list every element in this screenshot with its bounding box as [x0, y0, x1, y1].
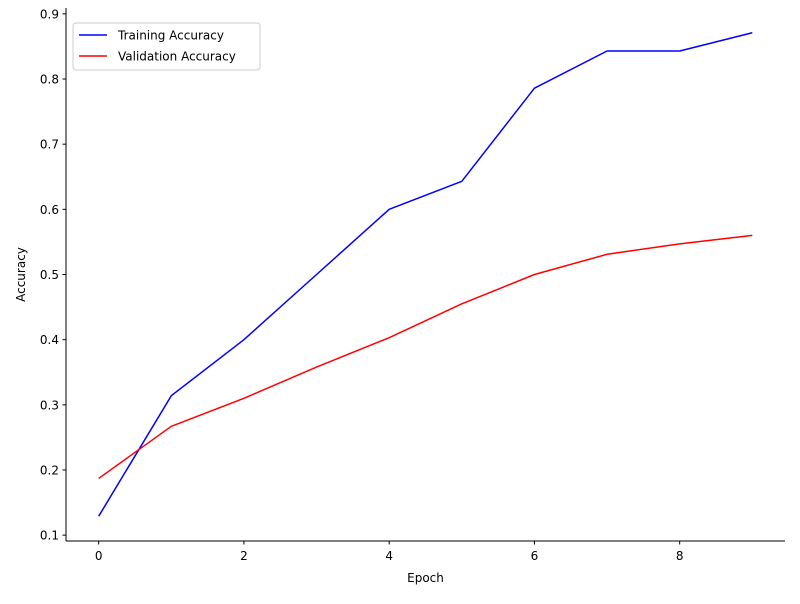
x-tick-label: 0: [95, 549, 103, 563]
x-tick-label: 4: [385, 549, 393, 563]
y-tick-label: 0.2: [40, 463, 59, 477]
series-line-training-accuracy: [98, 32, 753, 517]
x-tick-label: 8: [676, 549, 684, 563]
legend-label: Training Accuracy: [117, 29, 224, 43]
y-tick-label: 0.8: [40, 73, 59, 87]
series-layer: [98, 32, 753, 517]
legend-frame: [72, 22, 261, 71]
y-tick-label: 0.9: [40, 7, 59, 21]
y-axis-title: Accuracy: [14, 247, 28, 302]
y-tick-label: 0.3: [40, 398, 59, 412]
labels-layer: 0 2 4 6 8 0.1 0.2 0.3 0.4 0.5 0.6 0.7 0.8 0.9 Epoch Acc…: [14, 7, 684, 585]
legend: Training Accuracy Validation Accuracy: [72, 22, 261, 71]
legend-label: Validation Accuracy: [118, 50, 236, 64]
x-tick-label: 6: [531, 549, 539, 563]
y-tick-label: 0.5: [40, 268, 59, 282]
y-tick-label: 0.6: [40, 203, 59, 217]
x-tick-label: 2: [240, 549, 248, 563]
x-axis-title: Epoch: [407, 571, 444, 585]
y-tick-label: 0.1: [40, 529, 59, 543]
y-tick-label: 0.7: [40, 138, 59, 152]
axes-layer: [62, 8, 785, 545]
series-line-validation-accuracy: [98, 234, 753, 480]
y-tick-label: 0.4: [40, 333, 59, 347]
